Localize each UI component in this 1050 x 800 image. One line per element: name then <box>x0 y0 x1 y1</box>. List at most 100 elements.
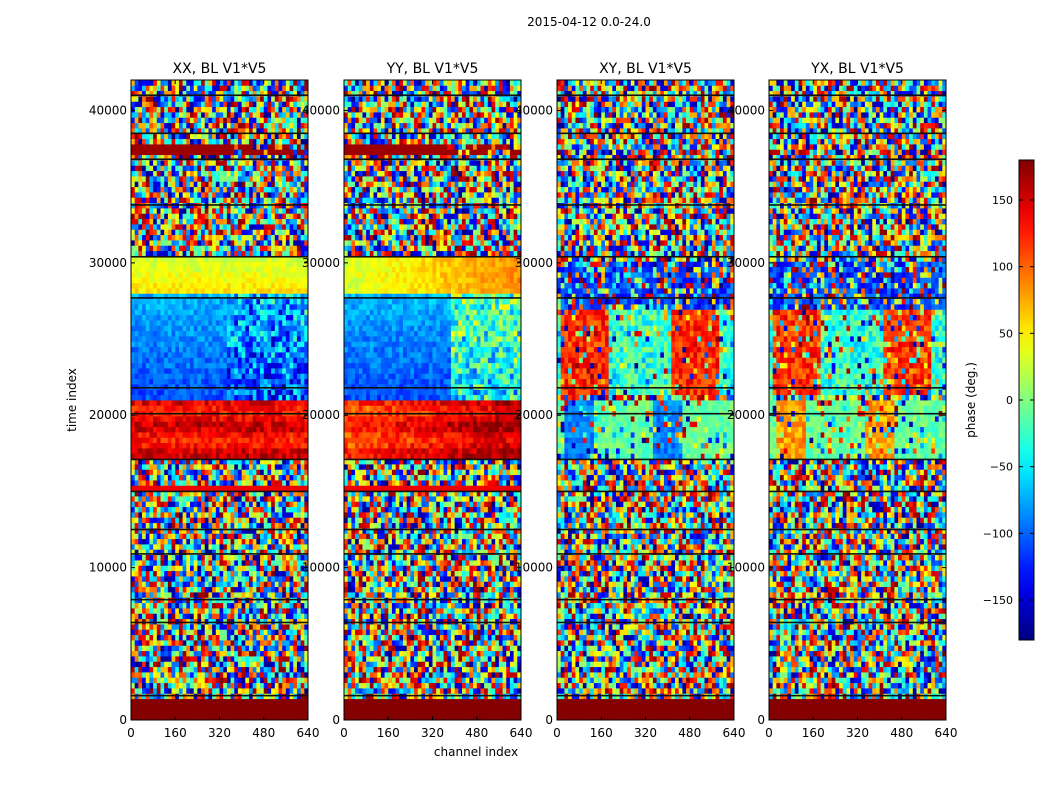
heatmap-cell <box>160 277 165 284</box>
heatmap-cell <box>230 538 235 545</box>
heatmap-cell <box>230 213 235 220</box>
heatmap-cell <box>138 213 143 220</box>
heatmap-cell <box>260 208 265 214</box>
heatmap-cell <box>219 554 224 561</box>
heatmap-cell <box>138 464 143 470</box>
heatmap-cell <box>197 341 202 348</box>
heatmap-cell <box>145 517 150 524</box>
heatmap-cell <box>230 624 235 630</box>
heatmap-cell <box>237 677 243 684</box>
heatmap-cell <box>223 405 228 412</box>
heatmap-cell <box>201 485 206 492</box>
heatmap-cell <box>223 485 228 492</box>
heatmap-cell <box>223 426 228 433</box>
heatmap-cell <box>256 570 261 577</box>
heatmap-cell <box>245 389 250 396</box>
heatmap-cell <box>134 565 139 572</box>
heatmap-cell <box>274 714 279 721</box>
heatmap-cell <box>197 400 202 406</box>
heatmap-cell <box>215 608 220 614</box>
heatmap-cell <box>230 309 235 316</box>
heatmap-cell <box>171 378 176 385</box>
heatmap-cell <box>153 304 158 310</box>
heatmap-cell <box>190 490 195 497</box>
heatmap-cell <box>234 245 239 252</box>
heatmap-cell <box>285 442 290 449</box>
heatmap-cell <box>204 549 209 556</box>
heatmap-cell <box>219 336 224 342</box>
heatmap-cell <box>131 165 136 172</box>
heatmap-cell <box>131 714 136 721</box>
heatmap-cell <box>182 506 187 513</box>
heatmap-cell <box>278 704 283 710</box>
heatmap-cell <box>134 549 139 556</box>
heatmap-cell <box>197 213 202 220</box>
heatmap-cell <box>289 192 294 198</box>
heatmap-cell <box>230 474 235 481</box>
heatmap-cell <box>285 256 290 262</box>
heatmap-cell <box>219 234 224 241</box>
heatmap-cell <box>131 538 136 545</box>
heatmap-cell <box>167 490 172 497</box>
heatmap-cell <box>219 272 224 278</box>
heatmap-cell <box>263 282 268 289</box>
heatmap-cell <box>197 666 202 673</box>
heatmap-cell <box>175 346 180 353</box>
heatmap-cell <box>171 293 176 300</box>
heatmap-cell <box>274 336 279 342</box>
heatmap-cell <box>219 442 224 449</box>
heatmap-cell <box>271 346 276 353</box>
heatmap-cell <box>186 320 191 326</box>
heatmap-cell <box>289 224 294 230</box>
heatmap-cell <box>142 197 147 204</box>
heatmap-cell <box>201 432 206 438</box>
heatmap-cell <box>230 501 235 508</box>
heatmap-cell <box>186 554 191 561</box>
heatmap-cell <box>197 458 202 465</box>
heatmap-cell <box>138 277 143 284</box>
heatmap-cell <box>193 314 198 321</box>
heatmap-cell <box>252 688 257 694</box>
heatmap-cell <box>131 453 136 460</box>
heatmap-cell <box>219 218 224 225</box>
heatmap-cell <box>131 448 136 454</box>
heatmap-cell <box>160 698 165 705</box>
heatmap-cell <box>285 405 290 412</box>
heatmap-cell <box>138 533 143 540</box>
heatmap-cell <box>237 400 243 406</box>
heatmap-cell <box>267 320 272 326</box>
heatmap-cell <box>230 608 235 614</box>
heatmap-cell <box>263 448 268 454</box>
heatmap-cell <box>204 485 209 492</box>
heatmap-cell <box>293 352 298 358</box>
heatmap-cell <box>245 170 250 177</box>
heatmap-cell <box>153 245 158 252</box>
heatmap-cell <box>145 277 150 284</box>
heatmap-cell <box>131 224 136 230</box>
heatmap-cell <box>274 490 279 497</box>
heatmap-cell <box>237 501 243 508</box>
heatmap-cell <box>208 245 213 252</box>
heatmap-cell <box>197 656 202 662</box>
heatmap-cell <box>208 448 213 454</box>
heatmap-cell <box>223 661 228 668</box>
heatmap-cell <box>175 501 180 508</box>
heatmap-cell <box>142 266 147 273</box>
heatmap-cell <box>138 336 143 342</box>
heatmap-cell <box>193 368 198 374</box>
heatmap-cell <box>285 602 290 609</box>
heatmap-cell <box>182 533 187 540</box>
heatmap-cell <box>267 688 272 694</box>
heatmap-cell <box>190 464 195 470</box>
heatmap-cell <box>145 485 150 492</box>
heatmap-cell <box>241 661 246 668</box>
heatmap-cell <box>160 170 165 177</box>
heatmap-cell <box>138 229 143 236</box>
heatmap-cell <box>285 586 290 593</box>
heatmap-cell <box>285 229 290 236</box>
heatmap-cell <box>271 570 276 577</box>
heatmap-cell <box>193 618 198 625</box>
heatmap-cell <box>256 560 261 566</box>
heatmap-cell <box>153 464 158 470</box>
heatmap-cell <box>263 400 268 406</box>
